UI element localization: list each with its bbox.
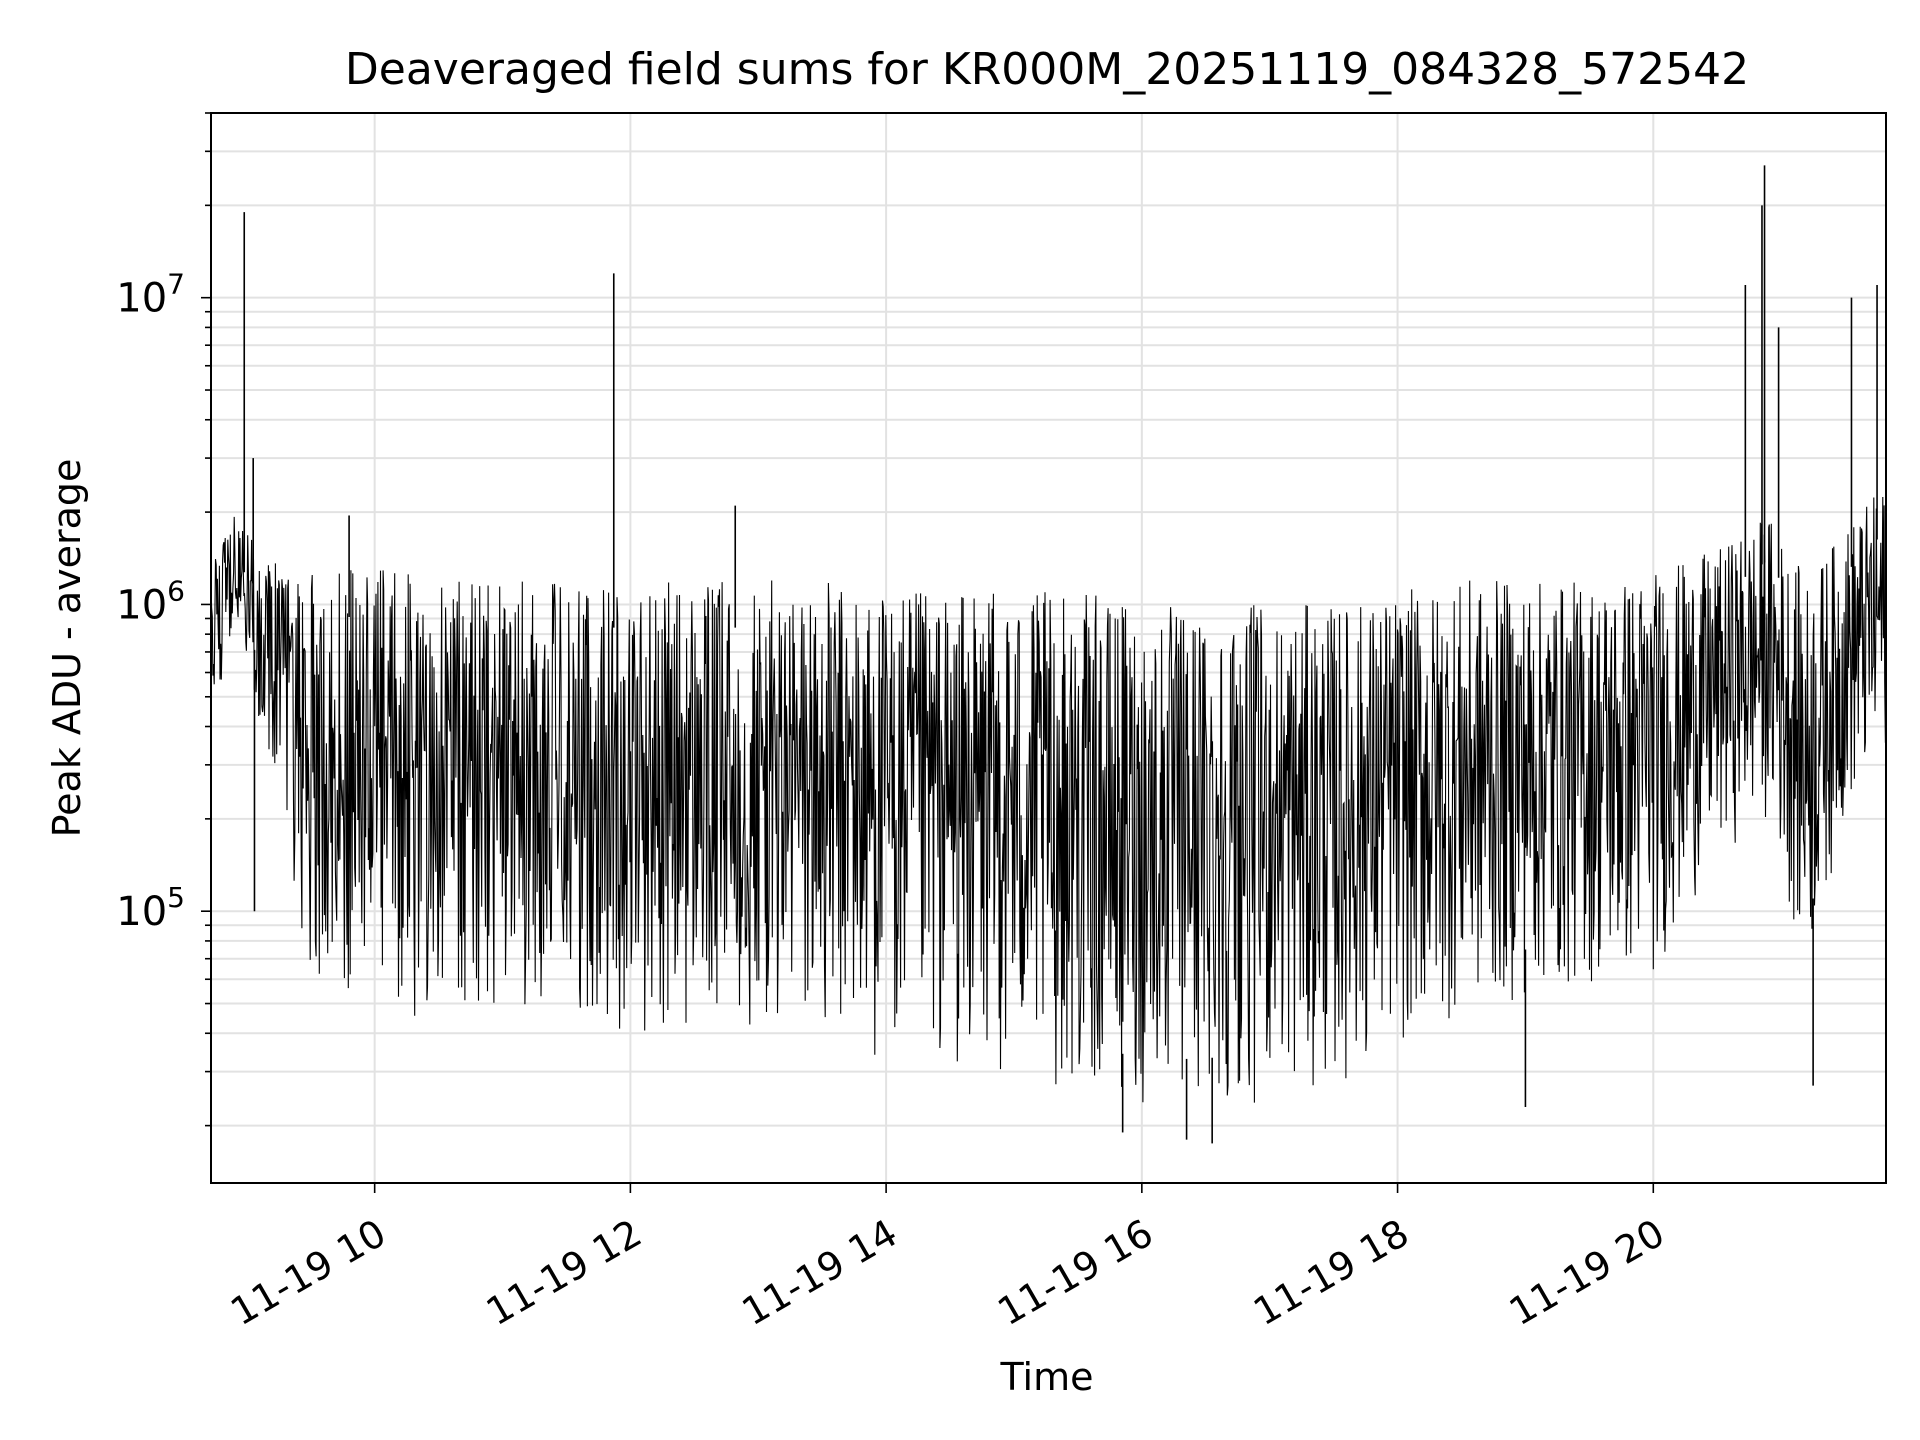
y-tick-label: 107	[116, 268, 185, 322]
y-tick-label: 106	[116, 574, 185, 628]
y-tick-base: 10	[116, 276, 167, 322]
plot-frame	[210, 112, 1887, 1184]
y-tick-exponent: 6	[167, 574, 185, 607]
y-axis-label: Peak ADU - average	[45, 459, 89, 838]
y-tick-exponent: 7	[167, 268, 185, 301]
y-tick-base: 10	[116, 582, 167, 628]
chart-title: Deaveraged field sums for KR000M_2025111…	[345, 44, 1749, 95]
y-tick-label: 105	[116, 881, 185, 935]
x-axis-label: Time	[1000, 1355, 1094, 1399]
y-tick-exponent: 5	[167, 881, 185, 914]
y-tick-base: 10	[116, 889, 167, 935]
series-line	[210, 496, 1887, 1103]
data-series	[210, 165, 1887, 1144]
